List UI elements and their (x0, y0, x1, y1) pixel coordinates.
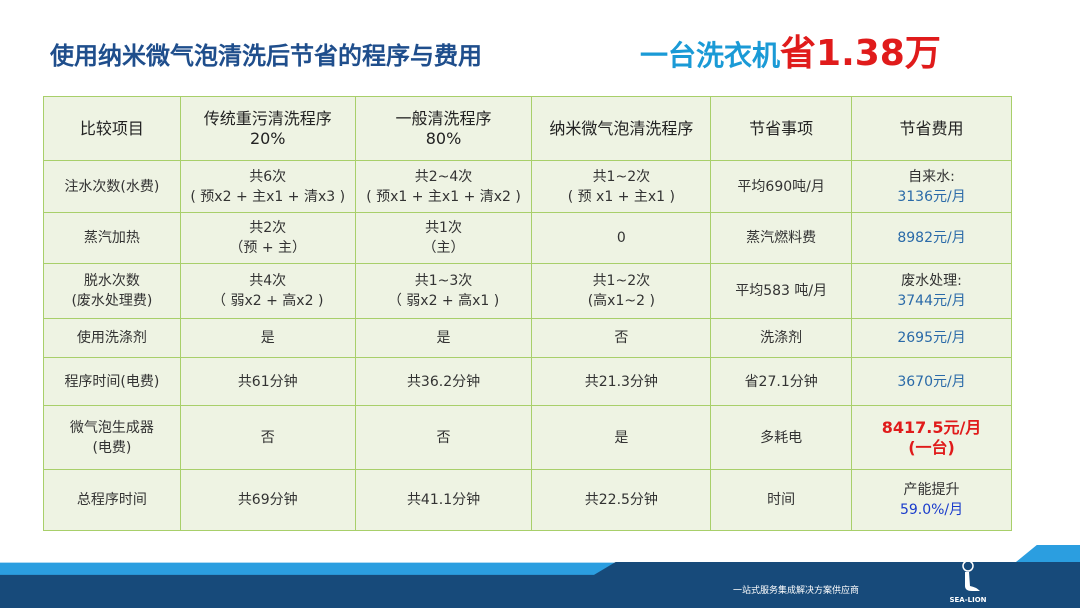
savings-label: 产能提升 (903, 482, 960, 498)
table-cell: 洗涤剂 (710, 318, 853, 358)
savings-cell: 2695元/月 (851, 318, 1012, 358)
savings-label: 废水处理: (901, 273, 962, 289)
table-cell: 平均690吨/月 (710, 160, 853, 213)
table-cell: 否 (354, 405, 533, 470)
table-cell: 共1~2次 ( 预 x1 + 主x1 ) (531, 160, 712, 213)
header-cell: 比较项目 (43, 96, 181, 161)
table-cell: 0 (531, 212, 712, 264)
row-label: 脱水次数 (废水处理费) (43, 263, 181, 319)
table-cell: 共1~2次 (高x1~2 ) (531, 263, 712, 319)
table-cell: 共2~4次 ( 预x1 + 主x1 + 清x2 ) (354, 160, 533, 213)
table-cell: 共21.3分钟 (531, 357, 712, 406)
page-title: 使用纳米微气泡清洗后节省的程序与费用 (50, 42, 482, 70)
table-row: 总程序时间 共69分钟 共41.1分钟 共22.5分钟 时间 产能提升 59.0%/月 (43, 469, 1012, 531)
savings-value: 2695元/月 (897, 330, 966, 346)
table-row: 脱水次数 (废水处理费) 共4次 （ 弱x2 + 高x2 ) 共1~3次 （ 弱x2… (43, 263, 1012, 319)
table-cell: 共4次 （ 弱x2 + 高x2 ) (179, 263, 356, 319)
row-label: 注水次数(水费) (43, 160, 181, 213)
footer-slogan: 一站式服务集成解决方案供应商 (733, 586, 860, 596)
savings-cell: 废水处理: 3744元/月 (851, 263, 1012, 319)
table-row: 注水次数(水费) 共6次 ( 预x2 + 主x1 + 清x3 ) 共2~4次 ( 预… (43, 160, 1012, 213)
table-cell: 共6次 ( 预x2 + 主x1 + 清x3 ) (179, 160, 356, 213)
table-cell: 平均583 吨/月 (710, 263, 853, 319)
headline-emphasis: 省1.38万 (780, 33, 941, 74)
header-cell: 节省费用 (851, 96, 1012, 161)
table-header-row: 比较项目 传统重污清洗程序 20% 一般清洗程序 80% 纳米微气泡清洗程序 节… (43, 96, 1012, 161)
header-cell: 节省事项 (710, 96, 853, 161)
table-cell: 省27.1分钟 (710, 357, 853, 406)
table-row: 微气泡生成器 (电费) 否否是多耗电 8417.5元/月 (一台) (43, 405, 1012, 470)
row-label: 使用洗涤剂 (43, 318, 181, 358)
row-label: 程序时间(电费) (43, 357, 181, 406)
row-label: 总程序时间 (43, 469, 181, 531)
header-cell: 纳米微气泡清洗程序 (531, 96, 712, 161)
table-cell: 时间 (710, 469, 853, 531)
headline: 一台洗衣机省1.38万 (640, 24, 941, 76)
savings-cell: 8982元/月 (851, 212, 1012, 264)
savings-value: 3136元/月 (897, 188, 966, 205)
savings-cell: 产能提升 59.0%/月 (851, 469, 1012, 531)
table-cell: 否 (531, 318, 712, 358)
comparison-table: 比较项目 传统重污清洗程序 20% 一般清洗程序 80% 纳米微气泡清洗程序 节… (43, 96, 1012, 531)
table-cell: 共2次 （预 + 主） (179, 212, 356, 264)
table-cell: 是 (531, 405, 712, 470)
table-row: 使用洗涤剂是是否洗涤剂 2695元/月 (43, 318, 1012, 358)
table-cell: 共41.1分钟 (354, 469, 533, 531)
table-cell: 否 (179, 405, 356, 470)
savings-value: 8417.5元/月 (一台) (881, 417, 982, 457)
table-cell: 共61分钟 (179, 357, 356, 406)
headline-prefix: 一台洗衣机 (640, 39, 781, 72)
table-cell: 共1~3次 （ 弱x2 + 高x1 ) (354, 263, 533, 319)
sea-lion-logo: SEA-LION (948, 560, 988, 606)
table-cell: 蒸汽燃料费 (710, 212, 853, 264)
sea-lion-icon (962, 560, 980, 591)
table-cell: 是 (354, 318, 533, 358)
table-cell: 多耗电 (710, 405, 853, 470)
savings-value: 3670元/月 (897, 373, 966, 390)
table-cell: 共1次 （主） (354, 212, 533, 264)
savings-cell: 8417.5元/月 (一台) (851, 405, 1012, 470)
table-cell: 共69分钟 (179, 469, 356, 531)
savings-cell: 3670元/月 (851, 357, 1012, 406)
header-cell: 传统重污清洗程序 20% (179, 96, 356, 161)
savings-value: 3744元/月 (897, 293, 966, 309)
logo-text: SEA-LION (949, 596, 987, 604)
header-cell: 一般清洗程序 80% (354, 96, 533, 161)
row-label: 蒸汽加热 (43, 212, 181, 264)
table-cell: 共36.2分钟 (354, 357, 533, 406)
row-label: 微气泡生成器 (电费) (43, 405, 181, 470)
savings-cell: 自来水: 3136元/月 (851, 160, 1012, 213)
savings-label: 自来水: (908, 168, 955, 185)
table-cell: 是 (179, 318, 356, 358)
table-row: 蒸汽加热 共2次 （预 + 主） 共1次 （主） 0 蒸汽燃料费 8982元/月 (43, 212, 1012, 264)
table-row: 程序时间(电费) 共61分钟 共36.2分钟 共21.3分钟 省27.1分钟 3670元/… (43, 357, 1012, 406)
savings-value: 59.0%/月 (899, 502, 964, 518)
savings-value: 8982元/月 (897, 230, 966, 246)
table-cell: 共22.5分钟 (531, 469, 712, 531)
